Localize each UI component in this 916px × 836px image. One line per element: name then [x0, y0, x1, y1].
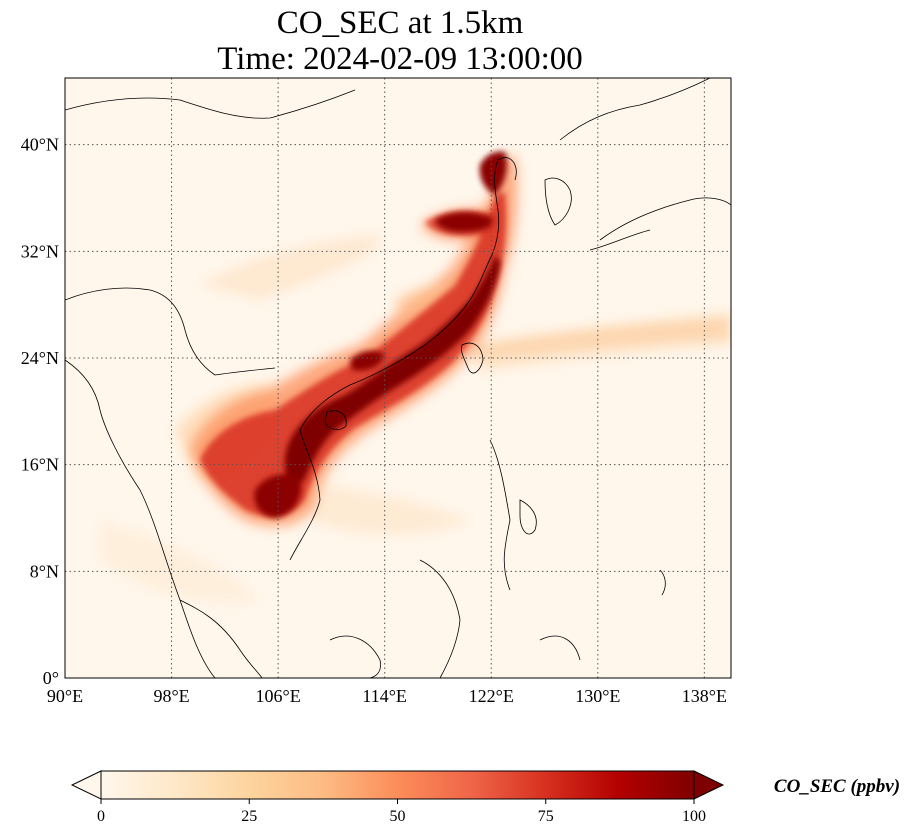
colorbar-tick-label: 25 — [241, 808, 257, 825]
lat-tick-label: 0° — [43, 668, 59, 688]
lon-tick-label: 98°E — [153, 686, 189, 706]
map-title-line2: Time: 2024-02-09 13:00:00 — [217, 41, 583, 77]
lon-tick-label: 106°E — [256, 686, 301, 706]
lat-tick-label: 40°N — [21, 135, 59, 155]
colorbar-extend-high — [693, 770, 725, 800]
map-gridlines — [65, 78, 731, 678]
map-title-line1: CO_SEC at 1.5km — [276, 5, 524, 41]
lat-tick-label: 8°N — [30, 561, 59, 581]
colorbar-tick-label: 0 — [97, 808, 105, 825]
lon-tick-label: 90°E — [47, 686, 83, 706]
colorbar-extend-low — [70, 770, 102, 800]
coastlines — [65, 78, 731, 678]
colorbar-label: CO_SEC (ppbv) — [773, 776, 901, 797]
lat-tick-label: 32°N — [21, 241, 59, 261]
map-frame — [64, 77, 732, 679]
co-plume-core — [254, 151, 507, 518]
lat-tick-label: 16°N — [21, 455, 59, 475]
lon-tick-label: 114°E — [362, 686, 407, 706]
colorbar-tick-label: 100 — [682, 808, 706, 825]
lat-tick-label: 24°N — [21, 348, 59, 368]
colorbar-tick-label: 75 — [538, 808, 554, 825]
colorbar: 0 25 50 75 100 — [70, 770, 725, 825]
colorbar-tick-label: 50 — [390, 808, 406, 825]
lon-tick-label: 122°E — [469, 686, 514, 706]
lon-tick-label: 138°E — [682, 686, 727, 706]
colorbar-gradient — [101, 771, 694, 799]
lon-tick-label: 130°E — [575, 686, 620, 706]
